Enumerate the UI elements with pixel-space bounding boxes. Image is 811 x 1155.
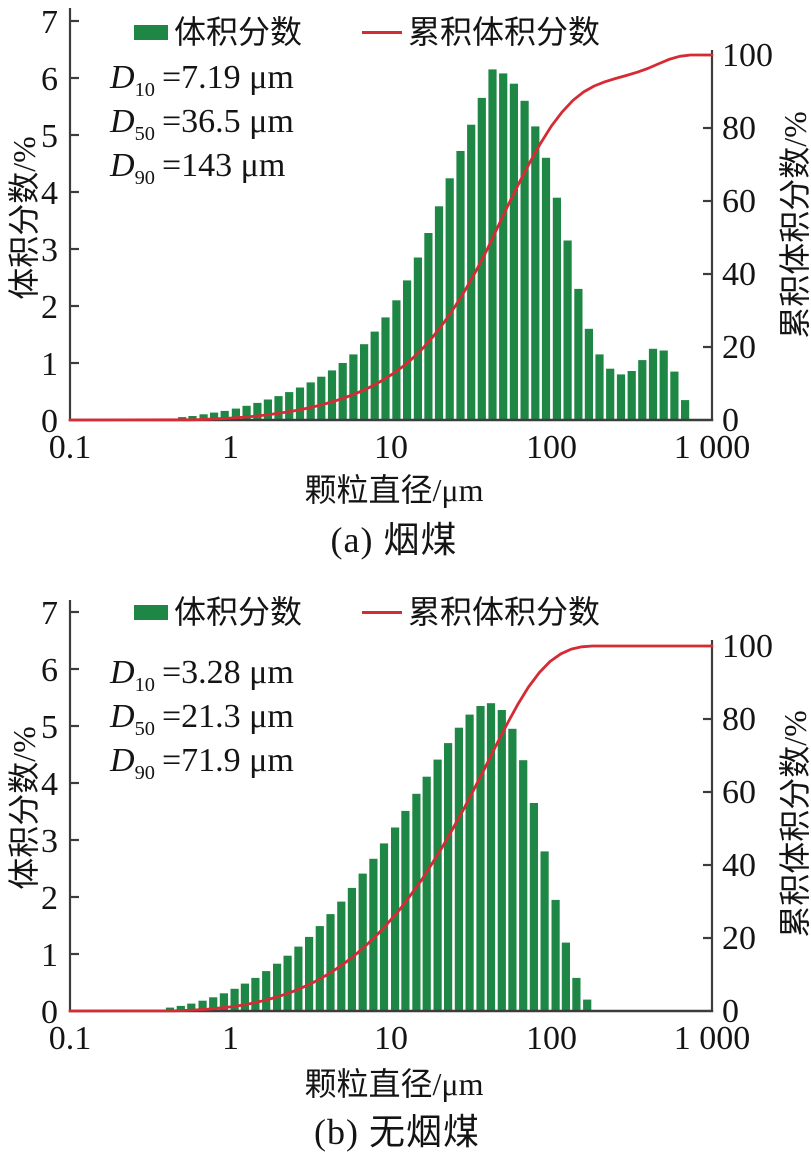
legend-line-label: 累积体积分数 xyxy=(408,14,601,50)
cumulative-volume-line xyxy=(68,53,714,422)
d50-annotation: D50 =21.3 μm xyxy=(110,698,294,740)
svg-text:3: 3 xyxy=(41,823,58,860)
legend-line-swatch xyxy=(362,611,402,615)
svg-text:80: 80 xyxy=(722,110,756,147)
tick-labels: 0 1 2 3 4 5 6 7 0 20 40 60 80 100 0.1 1 10 100 1 000 xyxy=(41,4,773,466)
svg-text:6: 6 xyxy=(41,652,58,689)
svg-text:40: 40 xyxy=(722,847,756,884)
svg-text:5: 5 xyxy=(41,118,58,155)
svg-text:1 000: 1 000 xyxy=(674,429,751,466)
d50-annotation: D50 =36.5 μm xyxy=(110,103,294,145)
chart-a-caption: (a) 烟煤 xyxy=(330,520,458,560)
svg-text:10: 10 xyxy=(374,1020,408,1057)
svg-text:5: 5 xyxy=(41,709,58,746)
y-axis-label-right: 累积体积分数/% xyxy=(777,111,811,339)
svg-text:6: 6 xyxy=(41,61,58,98)
legend-line-swatch xyxy=(362,31,402,35)
x-axis-label: 颗粒直径/μm xyxy=(304,472,484,508)
svg-text:7: 7 xyxy=(41,595,58,632)
svg-text:3: 3 xyxy=(41,232,58,269)
svg-text:20: 20 xyxy=(722,329,756,366)
svg-text:2: 2 xyxy=(41,880,58,917)
svg-text:0: 0 xyxy=(41,994,58,1031)
legend-bar-label: 体积分数 xyxy=(174,594,303,630)
legend-bar-label: 体积分数 xyxy=(174,14,303,50)
svg-text:100: 100 xyxy=(722,37,773,74)
y-axis-label-right: 累积体积分数/% xyxy=(777,710,811,938)
chart-b-caption: (b) 无烟煤 xyxy=(314,1112,480,1152)
svg-text:1: 1 xyxy=(222,1020,239,1057)
svg-text:100: 100 xyxy=(526,1020,577,1057)
svg-text:0.1: 0.1 xyxy=(49,429,92,466)
y-axis-label-left: 体积分数/% xyxy=(6,136,42,300)
d90-annotation: D90 =143 μm xyxy=(110,147,286,189)
legend-bar-swatch xyxy=(134,605,168,620)
svg-text:0.1: 0.1 xyxy=(49,1020,92,1057)
cumulative-volume-line xyxy=(68,644,714,1013)
d90-annotation: D90 =71.9 μm xyxy=(110,742,294,784)
svg-text:4: 4 xyxy=(41,766,58,803)
volume-fraction-bars xyxy=(165,703,592,1011)
svg-text:60: 60 xyxy=(722,183,756,220)
svg-text:0: 0 xyxy=(41,403,58,440)
volume-fraction-bars xyxy=(178,69,690,421)
legend-bar-swatch xyxy=(134,25,168,40)
svg-text:4: 4 xyxy=(41,175,58,212)
d10-annotation: D10 =7.19 μm xyxy=(110,59,294,101)
svg-text:0: 0 xyxy=(722,993,739,1030)
d-values-annotation: D10 =3.28 μm D50 =21.3 μm D90 =71.9 μm xyxy=(110,651,294,783)
svg-text:0: 0 xyxy=(722,402,739,439)
y-axis-label-left: 体积分数/% xyxy=(6,726,42,890)
svg-text:40: 40 xyxy=(722,256,756,293)
tick-labels: 0 1 2 3 4 5 6 7 0 20 40 60 80 100 0.1 1 10 100 1 000 xyxy=(41,595,773,1057)
svg-text:10: 10 xyxy=(374,429,408,466)
svg-text:100: 100 xyxy=(722,628,773,665)
d-values-annotation: D10 =7.19 μm D50 =36.5 μm D90 =143 μm xyxy=(110,56,294,188)
svg-text:20: 20 xyxy=(722,920,756,957)
svg-text:100: 100 xyxy=(526,429,577,466)
svg-text:2: 2 xyxy=(41,289,58,326)
svg-text:80: 80 xyxy=(722,701,756,738)
svg-text:1 000: 1 000 xyxy=(674,1020,751,1057)
svg-text:7: 7 xyxy=(41,4,58,41)
svg-text:60: 60 xyxy=(722,774,756,811)
legend-line-label: 累积体积分数 xyxy=(408,594,601,630)
x-axis-label: 颗粒直径/μm xyxy=(304,1066,484,1102)
d10-annotation: D10 =3.28 μm xyxy=(110,654,294,696)
svg-text:1: 1 xyxy=(41,937,58,974)
svg-text:1: 1 xyxy=(41,346,58,383)
svg-text:1: 1 xyxy=(222,429,239,466)
